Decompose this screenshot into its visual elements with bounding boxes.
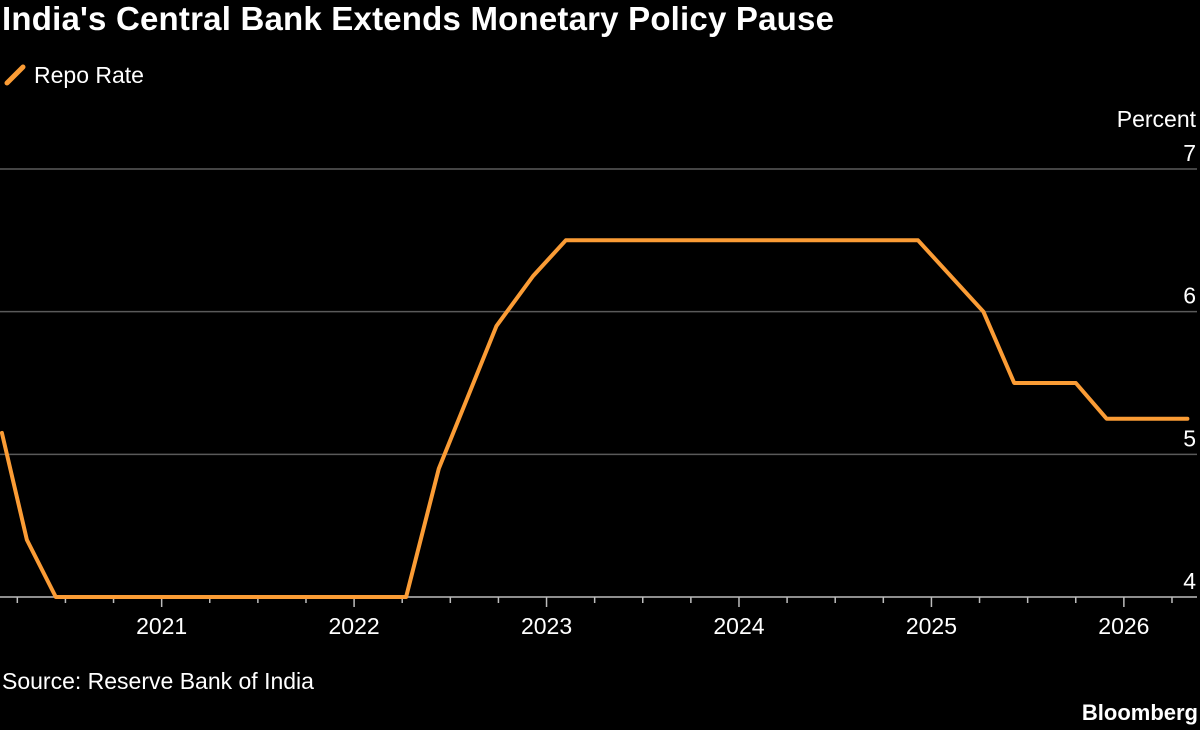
y-tick-label: 7 <box>1183 140 1196 166</box>
x-tick-label: 2024 <box>713 613 764 639</box>
x-tick-label: 2021 <box>136 613 187 639</box>
y-tick-label: 6 <box>1183 283 1196 309</box>
legend-swatch <box>4 64 26 86</box>
y-tick-label: 5 <box>1183 425 1196 451</box>
chart-title: India's Central Bank Extends Monetary Po… <box>2 0 835 37</box>
legend: Repo Rate <box>4 60 144 90</box>
x-tick-label: 2025 <box>906 613 957 639</box>
bloomberg-logo: Bloomberg <box>1081 700 1198 725</box>
y-axis-unit-label: Percent <box>1117 106 1197 132</box>
series-line-repo-rate <box>0 238 1190 599</box>
source-note: Source: Reserve Bank of India <box>2 668 314 694</box>
legend-label: Repo Rate <box>34 61 144 88</box>
x-tick-label: 2022 <box>329 613 380 639</box>
y-tick-label: 4 <box>1183 568 1196 594</box>
x-tick-label: 2026 <box>1098 613 1149 639</box>
x-tick-label: 2023 <box>521 613 572 639</box>
